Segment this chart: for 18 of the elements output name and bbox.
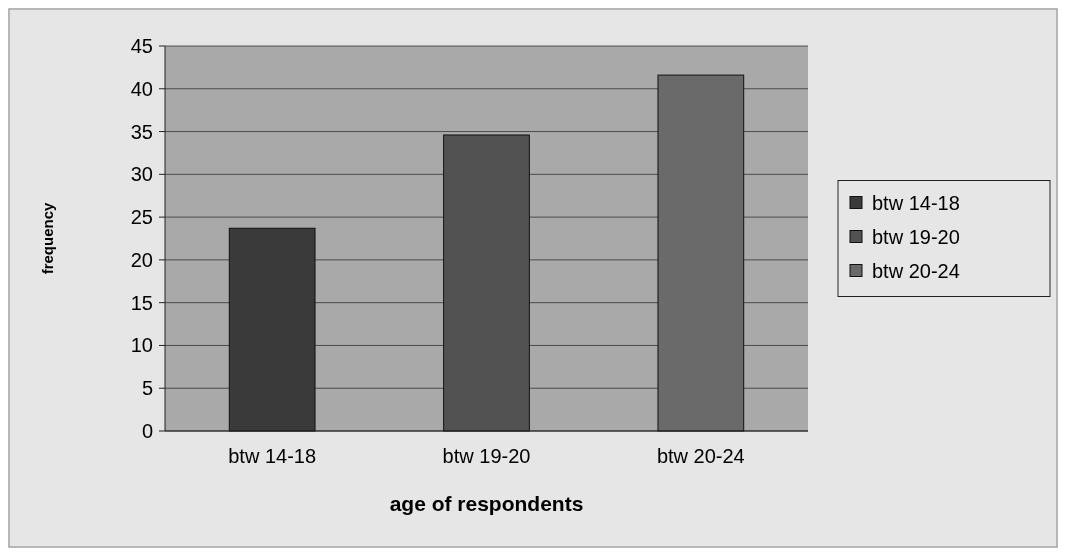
legend-label: btw 19-20 <box>872 225 960 248</box>
y-tick-label: 40 <box>130 77 153 100</box>
y-tick-label: 10 <box>130 334 153 357</box>
y-tick-label: 25 <box>130 206 153 229</box>
y-tick-label: 35 <box>130 120 153 143</box>
x-tick-label: btw 19-20 <box>442 445 531 467</box>
x-tick-label: btw 20-24 <box>656 445 745 467</box>
y-tick-label: 20 <box>130 248 153 271</box>
y-tick-label: 5 <box>141 377 153 400</box>
y-tick-label: 30 <box>130 163 153 186</box>
x-axis-title: age of respondents <box>389 492 584 515</box>
y-tick-label: 15 <box>130 291 153 314</box>
y-tick-label: 0 <box>141 420 153 442</box>
y-axis-title: frequency <box>39 202 56 275</box>
legend-label: btw 14-18 <box>872 191 960 214</box>
legend-label: btw 20-24 <box>872 259 960 282</box>
x-tick-label: btw 14-18 <box>228 445 317 467</box>
y-tick-label: 45 <box>130 35 153 57</box>
